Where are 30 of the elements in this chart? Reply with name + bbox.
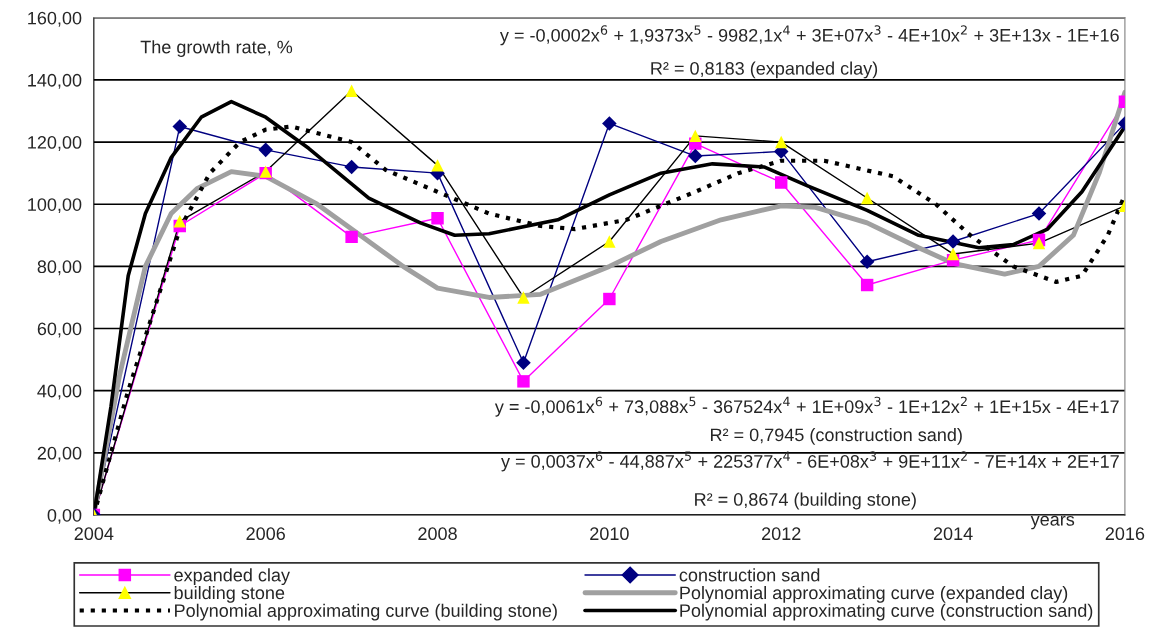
- y-tick-label: 0,00: [47, 508, 82, 524]
- y-tick-label: 140,00: [28, 73, 82, 89]
- y-tick-label: 120,00: [28, 136, 82, 151]
- x-tick-label: 2008: [418, 527, 457, 541]
- legend-label: expanded clay: [174, 568, 290, 586]
- x-tick-label: 2004: [74, 527, 114, 541]
- x-tick-label: 2006: [246, 527, 285, 541]
- text: y = -0,0002x$^{6}$ + 1,9373x$^{5}$ - 9982,1x$^{4}$ + 3E+07x$^{3}$ - 4E+10x$^{2}$ + 3E+13x - 1E+16: [499, 25, 1119, 46]
- x-tick-label: 2012: [762, 527, 801, 541]
- y-tick-label: 160,00: [28, 11, 82, 27]
- x-tick-label: 2016: [1105, 527, 1145, 541]
- y-tick-label: 20,00: [37, 446, 82, 462]
- legend-label: Polynomial approximating curve (construction sand): [680, 603, 1093, 621]
- y-tick-label: 40,00: [37, 384, 82, 400]
- x-axis-title: years: [1030, 515, 1075, 530]
- annotation: R² = 0,8183 (expanded clay): [651, 61, 878, 79]
- legend-label: construction sand: [679, 568, 820, 582]
- legend-label: Polynomial approximating curve (building stone): [175, 603, 557, 621]
- x-tick-label: 2014: [933, 527, 973, 541]
- y-tick-label: 60,00: [37, 322, 82, 338]
- text: y = 0,0037x$^{6}$ - 44,887x$^{5}$ + 225377x$^{4}$ - 6E+08x$^{3}$ + 9E+11x$^{2}$ - 7E+14x + 2E+17: [501, 451, 1119, 472]
- annotation: The growth rate, %: [140, 40, 293, 57]
- legend-label: building stone: [174, 585, 285, 603]
- y-tick-label: 80,00: [37, 260, 82, 276]
- text: y = -0,0061x$^{6}$ + 73,088x$^{5}$ - 367524x$^{4}$ + 1E+09x$^{3}$ - 1E+12x$^{2}$ + 1E+15x - 4E+17: [494, 396, 1119, 417]
- legend-label: Polynomial approximating curve (expanded clay): [680, 585, 1068, 603]
- annotation: R² = 0,7945 (construction sand): [710, 427, 962, 445]
- y-tick-label: 100,00: [28, 198, 82, 214]
- x-tick-label: 2010: [590, 527, 629, 541]
- annotation: R² = 0,8674 (building stone): [695, 492, 916, 510]
